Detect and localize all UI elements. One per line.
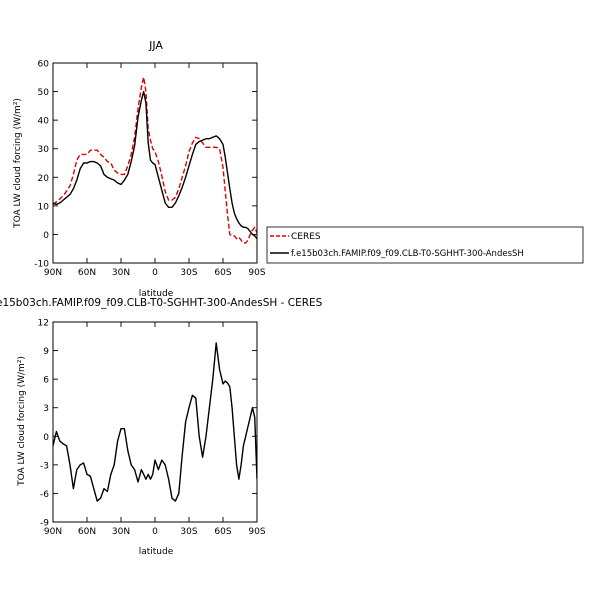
x-tick-label: 60N	[78, 268, 96, 278]
y-tick-label: 0	[43, 433, 49, 443]
x-tick-label: 60S	[214, 527, 231, 537]
y-tick-label: 9	[43, 347, 49, 357]
y-tick-label: -6	[40, 490, 49, 500]
top-chart: JJA 90N 60N 30N 0 30S 60S 90S-100102030405060 …	[13, 39, 266, 299]
x-tick-label: 90S	[248, 527, 265, 537]
series-line-1	[53, 76, 257, 244]
y-tick-label: -10	[34, 260, 49, 270]
bottom-chart-x-axis-label: latitude	[139, 547, 174, 557]
x-tick-label: 30S	[180, 527, 197, 537]
y-tick-label: 20	[38, 174, 50, 184]
x-tick-label: 30S	[180, 268, 197, 278]
x-tick-label: 90N	[44, 527, 62, 537]
legend: CERES f.e15b03ch.FAMIP.f09_f09.CLB-T0-SG…	[266, 226, 584, 264]
top-chart-title: JJA	[148, 39, 163, 52]
bottom-chart-plot-area: 90N 60N 30N 0 30S 60S 90S -9 -6 -3 0 3 6 9 12	[38, 319, 266, 538]
legend-label-model: f.e15b03ch.FAMIP.f09_f09.CLB-T0-SGHHT-30…	[291, 249, 524, 259]
y-tick-label: 3	[43, 404, 49, 414]
x-tick-label: 60N	[78, 527, 96, 537]
y-tick-label: 6	[43, 376, 49, 386]
x-tick-label: 0	[152, 527, 158, 537]
legend-label-ceres: CERES	[291, 232, 321, 242]
y-tick-label: -9	[40, 519, 49, 529]
y-tick-label: -3	[40, 461, 49, 471]
x-tick-label: 30N	[112, 527, 130, 537]
y-tick-label: 60	[38, 60, 50, 70]
y-tick-label: 40	[38, 117, 50, 127]
y-tick-label: 10	[38, 202, 50, 212]
top-chart-x-axis-label: latitude	[139, 289, 174, 299]
y-tick-label: 0	[43, 231, 49, 241]
series-line-2	[53, 90, 257, 240]
top-chart-plot-area: 90N 60N 30N 0 30S 60S 90S -10 0 10 20 30 40 50 60	[34, 60, 266, 279]
y-tick-label: 30	[38, 145, 50, 155]
bottom-chart-title: f.e15b03ch.FAMIP.f09_f09.CLB-T0-SGHHT-30…	[0, 297, 323, 309]
x-tick-label: 0	[152, 268, 158, 278]
x-tick-label: 30N	[112, 268, 130, 278]
series-line-1	[53, 342, 257, 502]
bottom-chart: f.e15b03ch.FAMIP.f09_f09.CLB-T0-SGHHT-30…	[0, 297, 323, 557]
legend-box	[266, 226, 584, 264]
y-tick-label: 12	[38, 319, 49, 329]
y-tick-label: 50	[38, 88, 50, 98]
top-chart-y-axis-label: TOA LW cloud forcing (W/m²)	[13, 98, 23, 229]
bottom-chart-y-axis-label: TOA LW cloud forcing (W/m²)	[17, 356, 27, 487]
x-tick-label: 90S	[248, 268, 265, 278]
x-tick-label: 90N	[44, 268, 62, 278]
x-tick-label: 60S	[214, 268, 231, 278]
plot-frame	[52, 321, 258, 523]
